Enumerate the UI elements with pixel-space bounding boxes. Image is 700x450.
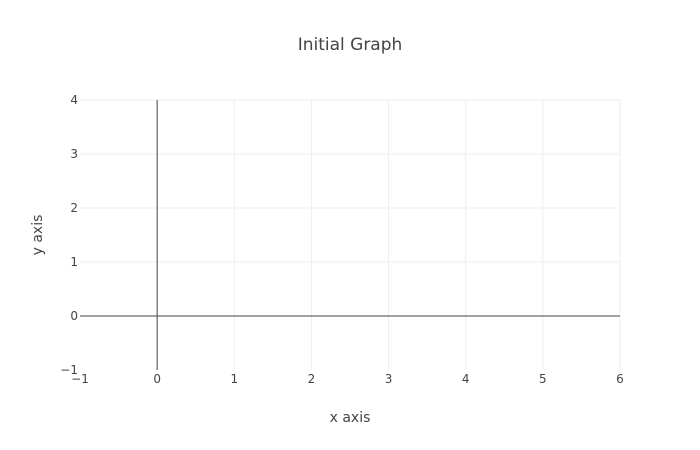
y-tick-label: 3 [70, 147, 78, 161]
x-tick-label: 0 [153, 372, 161, 386]
y-tick-label: 0 [70, 309, 78, 323]
grid-lines [80, 99, 621, 370]
y-tick-labels: −1 0 1 2 3 4 [60, 93, 78, 377]
x-tick-label: 3 [385, 372, 393, 386]
x-tick-labels: −1 0 1 2 3 4 5 6 [71, 372, 624, 386]
x-tick-label: 5 [539, 372, 547, 386]
x-tick-label: −1 [71, 372, 89, 386]
x-tick-label: 4 [462, 372, 470, 386]
zero-lines [80, 100, 620, 370]
x-tick-label: 6 [616, 372, 624, 386]
chart-title: Initial Graph [298, 35, 403, 55]
y-axis-title: y axis [30, 215, 46, 256]
x-axis-title: x axis [330, 410, 371, 426]
x-tick-label: 1 [230, 372, 238, 386]
y-tick-label: 4 [70, 93, 78, 107]
y-tick-label: 2 [70, 201, 78, 215]
y-tick-label: −1 [60, 363, 78, 377]
x-tick-label: 2 [308, 372, 316, 386]
y-tick-label: 1 [70, 255, 78, 269]
